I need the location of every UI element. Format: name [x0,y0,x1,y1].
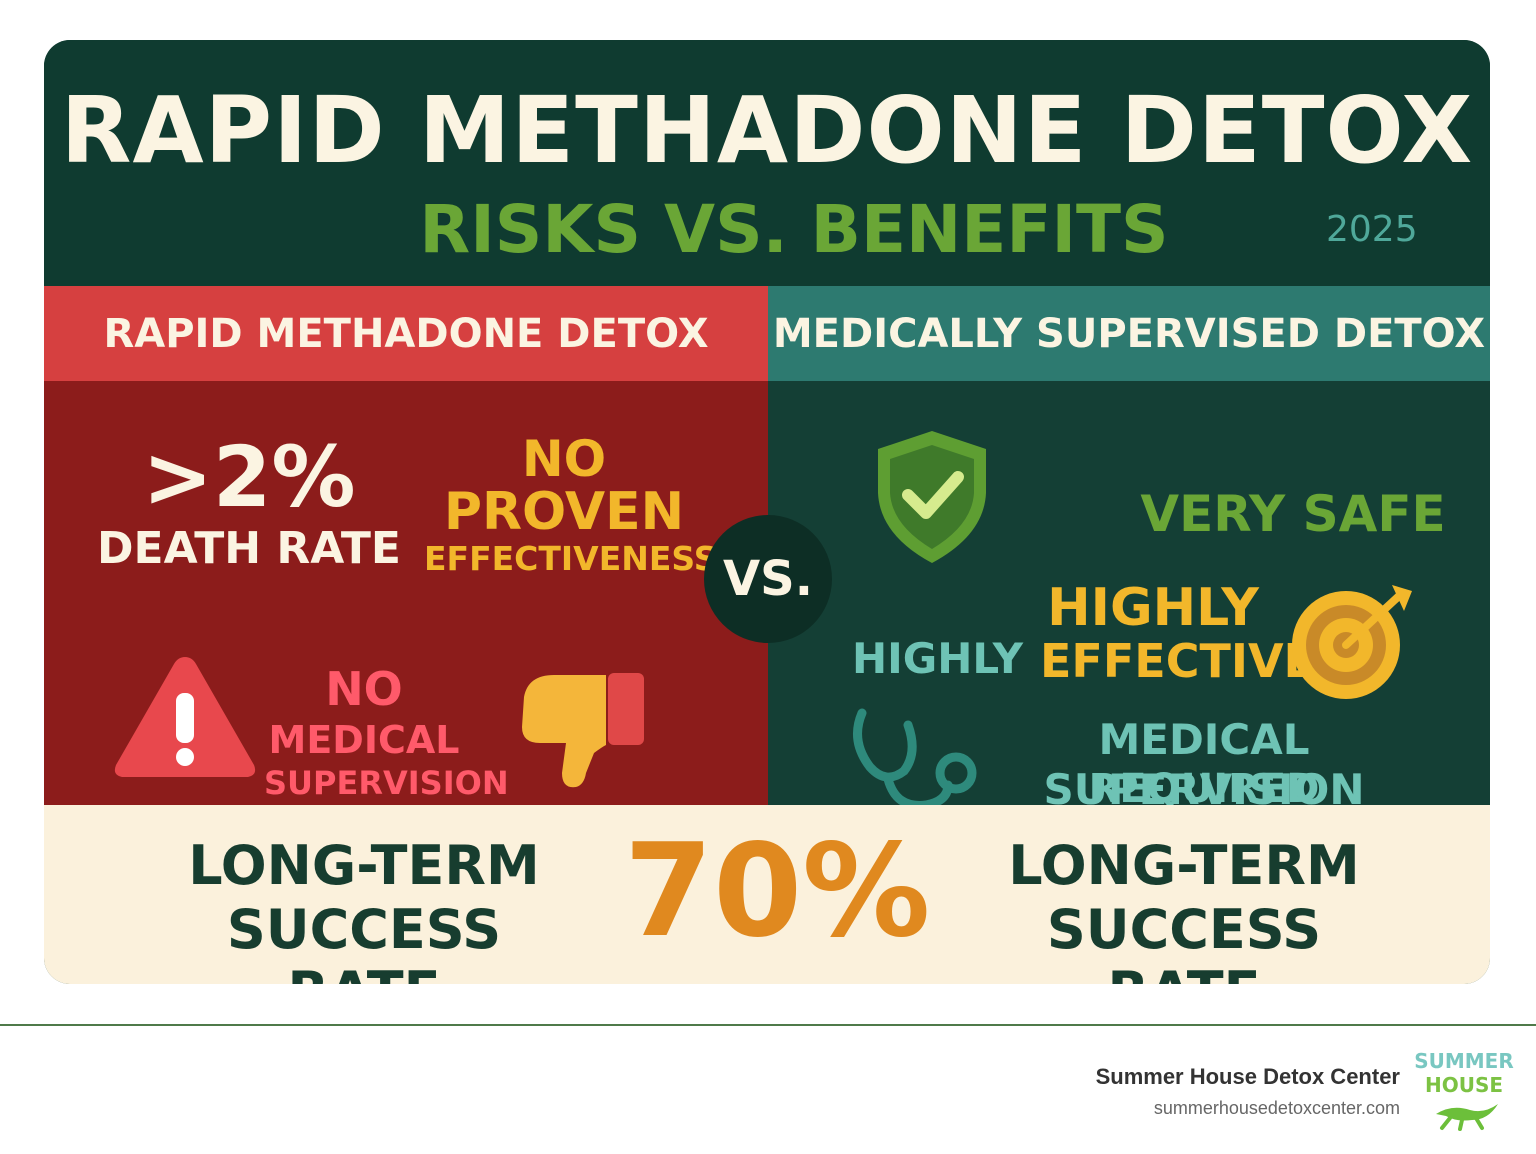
supervision-line-1: NO [325,662,403,716]
death-rate-label: DEATH RATE [97,523,401,574]
right-column-heading: MEDICALLY SUPERVISED DETOX [768,286,1490,381]
page-subtitle: RISKS VS. BENEFITS [419,191,1169,268]
left-success-line-1: LONG-TERM [188,834,540,897]
right-success-line-1: LONG-TERM [1008,834,1360,897]
lizard-icon [1436,1104,1498,1131]
left-column-heading: RAPID METHADONE DETOX [44,286,768,381]
thumbs-down-icon [522,673,644,788]
benefits-panel: VERY SAFE HIGHLY HIGHLY EFFECTIVE MEDICA… [768,381,1490,814]
organization-name: Summer House Detox Center [1095,1064,1400,1089]
supervision-line-3: SUPERVISION [264,764,509,802]
death-rate-stat: >2% [142,428,356,526]
highly-label: HIGHLY [852,634,1024,683]
shield-check-icon [878,431,986,563]
website-link[interactable]: summerhousedetoxcenter.com [1153,1098,1400,1118]
year-label: 2025 [1326,209,1418,250]
risks-panel: >2% DEATH RATE NO PROVEN EFFECTIVENESS N… [44,381,768,805]
footer-divider [0,1024,1536,1026]
success-percentage: 70% [624,817,931,966]
page-title: RAPID METHADONE DETOX [60,77,1474,184]
medical-supervision-line-2: REQUIRED [1088,766,1320,812]
effectiveness-line-3: EFFECTIVENESS [424,539,718,578]
header: RAPID METHADONE DETOX RISKS VS. BENEFITS… [44,40,1490,286]
effectiveness-line-1: NO [521,430,607,488]
logo-line-2: HOUSE [1424,1073,1504,1097]
logo-line-1: SUMMER [1414,1049,1514,1073]
supervision-line-2: MEDICAL [268,718,460,762]
success-rate-band: LONG-TERM SUCCESS RATE 70% LONG-TERM SUC… [44,805,1490,984]
target-icon [1292,585,1412,699]
effective-line-2: EFFECTIVE [1040,634,1315,688]
infographic-card: RAPID METHADONE DETOX RISKS VS. BENEFITS… [44,40,1490,984]
summer-house-logo: SUMMER HOUSE [1414,1048,1514,1132]
left-success-line-2: SUCCESS RATE [226,898,502,985]
vs-badge: VS. [704,515,832,643]
effective-line-1: HIGHLY [1047,578,1259,638]
very-safe-label: VERY SAFE [1140,485,1446,543]
right-success-line-2: SUCCESS RATE [1046,898,1322,985]
warning-icon [114,657,256,777]
effectiveness-line-2: PROVEN [443,482,685,542]
